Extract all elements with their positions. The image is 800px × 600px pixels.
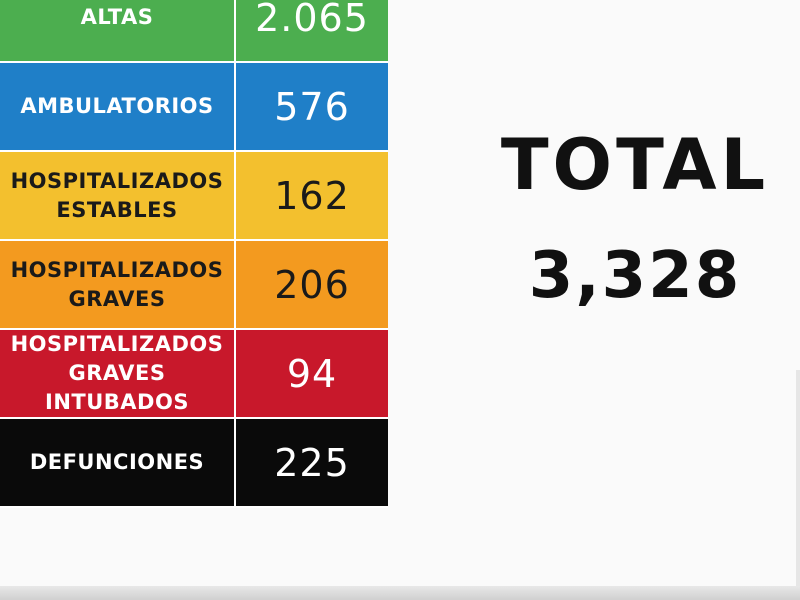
row-value: 225 [274, 440, 350, 485]
row-label: DEFUNCIONES [0, 419, 236, 506]
total-title: TOTAL [500, 124, 770, 206]
row-value: 162 [274, 173, 350, 218]
row-label: AMBULATORIOS [0, 63, 236, 150]
table-row: DEFUNCIONES 225 [0, 419, 388, 508]
row-label: ALTAS [0, 0, 236, 61]
table-row: HOSPITALIZADOS GRAVES INTUBADOS 94 [0, 330, 388, 419]
row-label: HOSPITALIZADOS GRAVES [0, 241, 236, 328]
side-edge [796, 370, 800, 586]
row-value: 94 [286, 351, 338, 396]
table-row: AMBULATORIOS 576 [0, 63, 388, 152]
row-label: HOSPITALIZADOS GRAVES INTUBADOS [0, 330, 236, 417]
footer-strip [0, 586, 800, 600]
table-row: HOSPITALIZADOS GRAVES 206 [0, 241, 388, 330]
row-value: 206 [274, 262, 350, 307]
total-value: 3,328 [528, 239, 742, 313]
total-block: TOTAL 3,328 [470, 120, 800, 316]
table-row: ALTAS 2.065 [0, 0, 388, 63]
cases-table: ALTAS 2.065 AMBULATORIOS 576 HOSPITALIZADOS … [0, 0, 388, 508]
row-value: 576 [274, 84, 350, 129]
row-label: HOSPITALIZADOS ESTABLES [0, 152, 236, 239]
row-value: 2.065 [255, 0, 369, 40]
table-row: HOSPITALIZADOS ESTABLES 162 [0, 152, 388, 241]
